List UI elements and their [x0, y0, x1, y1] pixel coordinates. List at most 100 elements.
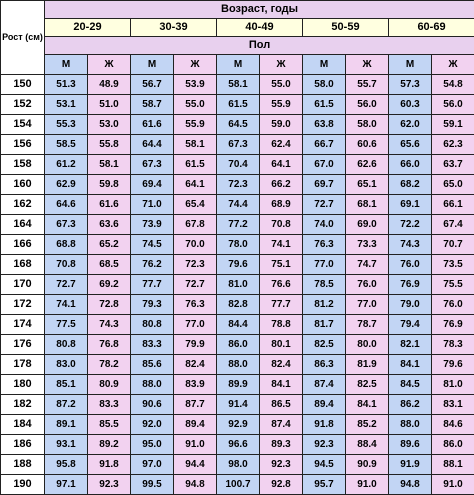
female-weight-cell: 65.2 [88, 235, 131, 255]
male-weight-cell: 74.1 [45, 295, 88, 315]
male-weight-cell: 79.6 [217, 255, 260, 275]
female-weight-cell: 78.2 [88, 355, 131, 375]
male-weight-cell: 61.6 [131, 115, 174, 135]
female-weight-cell: 55.7 [346, 75, 389, 95]
female-weight-cell: 73.5 [432, 255, 474, 275]
male-weight-cell: 95.8 [45, 455, 88, 475]
height-cell: 160 [1, 175, 45, 195]
height-cell: 170 [1, 275, 45, 295]
male-weight-cell: 56.7 [131, 75, 174, 95]
female-weight-cell: 68.5 [88, 255, 131, 275]
female-weight-cell: 56.0 [432, 95, 474, 115]
male-weight-cell: 72.2 [389, 215, 432, 235]
female-weight-cell: 59.0 [260, 115, 303, 135]
female-weight-cell: 82.5 [346, 375, 389, 395]
female-weight-cell: 76.3 [174, 295, 217, 315]
female-weight-cell: 53.0 [88, 115, 131, 135]
height-cell: 158 [1, 155, 45, 175]
female-weight-cell: 63.6 [88, 215, 131, 235]
male-weight-cell: 67.3 [131, 155, 174, 175]
male-weight-cell: 53.1 [45, 95, 88, 115]
female-weight-cell: 76.6 [260, 275, 303, 295]
female-weight-cell: 67.8 [174, 215, 217, 235]
sex-male-header: М [45, 55, 88, 75]
male-weight-cell: 98.0 [217, 455, 260, 475]
female-weight-cell: 62.6 [346, 155, 389, 175]
female-weight-cell: 85.5 [88, 415, 131, 435]
height-cell: 180 [1, 375, 45, 395]
female-weight-cell: 69.2 [88, 275, 131, 295]
male-weight-cell: 57.3 [389, 75, 432, 95]
female-weight-cell: 73.3 [346, 235, 389, 255]
age-group-header: 30-39 [131, 19, 217, 37]
female-weight-cell: 88.4 [346, 435, 389, 455]
female-weight-cell: 70.7 [432, 235, 474, 255]
height-cell: 188 [1, 455, 45, 475]
male-weight-cell: 55.3 [45, 115, 88, 135]
male-weight-cell: 89.6 [389, 435, 432, 455]
male-weight-cell: 76.3 [303, 235, 346, 255]
male-weight-cell: 89.9 [217, 375, 260, 395]
male-weight-cell: 84.5 [389, 375, 432, 395]
male-weight-cell: 95.0 [131, 435, 174, 455]
female-weight-cell: 59.1 [432, 115, 474, 135]
female-weight-cell: 83.9 [174, 375, 217, 395]
female-weight-cell: 72.8 [88, 295, 131, 315]
female-weight-cell: 70.8 [260, 215, 303, 235]
male-weight-cell: 89.1 [45, 415, 88, 435]
female-weight-cell: 89.4 [174, 415, 217, 435]
female-weight-cell: 53.9 [174, 75, 217, 95]
male-weight-cell: 71.0 [131, 195, 174, 215]
male-weight-cell: 92.9 [217, 415, 260, 435]
female-weight-cell: 79.6 [432, 355, 474, 375]
height-cell: 186 [1, 435, 45, 455]
male-weight-cell: 67.3 [217, 135, 260, 155]
male-weight-cell: 76.9 [389, 275, 432, 295]
height-cell: 182 [1, 395, 45, 415]
female-weight-cell: 62.4 [260, 135, 303, 155]
height-header-cell: Рост (см) [1, 1, 45, 75]
female-weight-cell: 61.6 [88, 195, 131, 215]
male-weight-cell: 78.0 [217, 235, 260, 255]
sex-male-header: М [389, 55, 432, 75]
male-weight-cell: 60.3 [389, 95, 432, 115]
male-weight-cell: 70.8 [45, 255, 88, 275]
sex-male-header: М [217, 55, 260, 75]
female-weight-cell: 85.2 [346, 415, 389, 435]
male-weight-cell: 82.1 [389, 335, 432, 355]
male-weight-cell: 65.6 [389, 135, 432, 155]
male-weight-cell: 66.7 [303, 135, 346, 155]
male-weight-cell: 94.5 [303, 455, 346, 475]
female-weight-cell: 55.0 [260, 75, 303, 95]
male-weight-cell: 72.3 [217, 175, 260, 195]
height-cell: 178 [1, 355, 45, 375]
male-weight-cell: 73.9 [131, 215, 174, 235]
male-weight-cell: 61.5 [217, 95, 260, 115]
female-weight-cell: 61.5 [174, 155, 217, 175]
male-weight-cell: 77.0 [303, 255, 346, 275]
age-header: Возраст, годы [45, 1, 474, 19]
height-cell: 150 [1, 75, 45, 95]
male-weight-cell: 79.3 [131, 295, 174, 315]
male-weight-cell: 80.8 [131, 315, 174, 335]
female-weight-cell: 67.4 [432, 215, 474, 235]
female-weight-cell: 48.9 [88, 75, 131, 95]
male-weight-cell: 92.3 [303, 435, 346, 455]
sex-female-header: Ж [88, 55, 131, 75]
female-weight-cell: 55.0 [174, 95, 217, 115]
male-weight-cell: 77.7 [131, 275, 174, 295]
female-weight-cell: 64.1 [174, 175, 217, 195]
male-weight-cell: 78.5 [303, 275, 346, 295]
female-weight-cell: 94.4 [174, 455, 217, 475]
male-weight-cell: 61.2 [45, 155, 88, 175]
male-weight-cell: 84.4 [217, 315, 260, 335]
